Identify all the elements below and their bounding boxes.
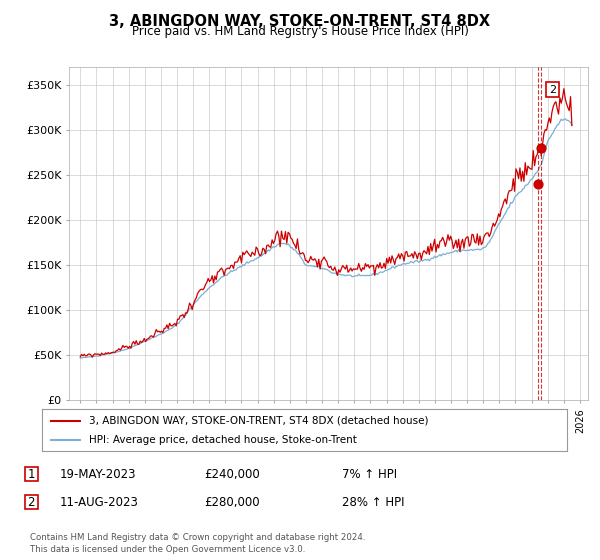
Text: Price paid vs. HM Land Registry's House Price Index (HPI): Price paid vs. HM Land Registry's House … — [131, 25, 469, 38]
Text: 28% ↑ HPI: 28% ↑ HPI — [342, 496, 404, 509]
Text: HPI: Average price, detached house, Stoke-on-Trent: HPI: Average price, detached house, Stok… — [89, 435, 357, 445]
Text: 3, ABINGDON WAY, STOKE-ON-TRENT, ST4 8DX (detached house): 3, ABINGDON WAY, STOKE-ON-TRENT, ST4 8DX… — [89, 416, 429, 426]
Text: 2: 2 — [28, 496, 35, 509]
Point — [536, 144, 546, 153]
Text: £240,000: £240,000 — [204, 468, 260, 481]
Text: 11-AUG-2023: 11-AUG-2023 — [60, 496, 139, 509]
Text: 1: 1 — [28, 468, 35, 481]
Text: 19-MAY-2023: 19-MAY-2023 — [60, 468, 137, 481]
Text: 7% ↑ HPI: 7% ↑ HPI — [342, 468, 397, 481]
Text: 2: 2 — [549, 85, 556, 95]
Text: £280,000: £280,000 — [204, 496, 260, 509]
Point — [533, 180, 542, 189]
Text: 3, ABINGDON WAY, STOKE-ON-TRENT, ST4 8DX: 3, ABINGDON WAY, STOKE-ON-TRENT, ST4 8DX — [109, 14, 491, 29]
Text: Contains HM Land Registry data © Crown copyright and database right 2024.
This d: Contains HM Land Registry data © Crown c… — [30, 533, 365, 554]
